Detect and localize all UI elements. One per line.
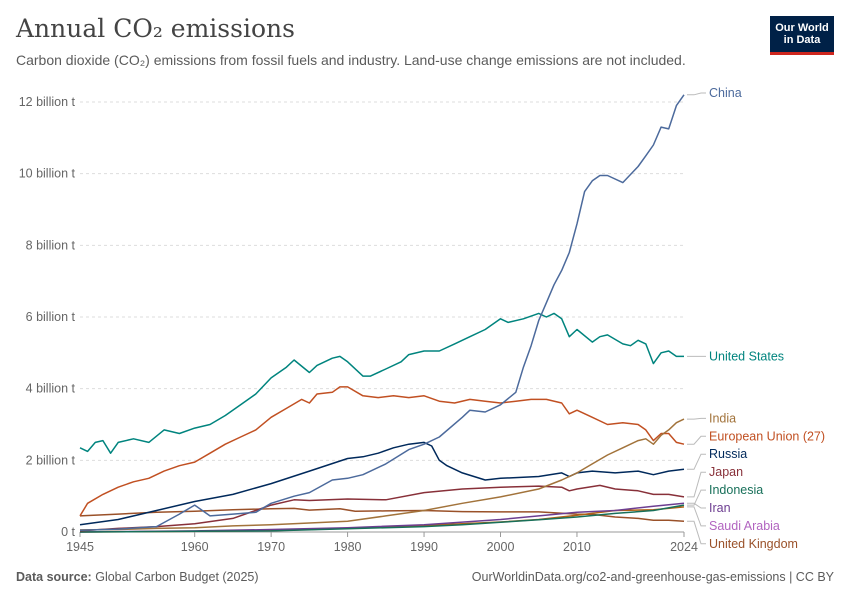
legend-label[interactable]: United States — [709, 349, 784, 363]
series-line-european-union-27[interactable] — [79, 386, 685, 517]
legend-label[interactable]: Iran — [709, 501, 731, 515]
data-source-label: Data source: — [16, 570, 92, 584]
series-layer — [79, 94, 685, 533]
series-line-russia[interactable] — [79, 441, 685, 526]
y-tick-label: 6 billion t — [26, 310, 76, 324]
source-url-link[interactable]: OurWorldinData.org/co2-and-greenhouse-ga… — [471, 570, 834, 584]
grid-layer — [80, 101, 684, 461]
x-tick-label: 2000 — [487, 540, 515, 554]
series-line-india[interactable] — [79, 418, 685, 531]
y-tick-label: 2 billion t — [26, 453, 76, 467]
legend-label[interactable]: Russia — [709, 447, 747, 461]
axis-layer: 0 t 2 billion t 4 billion t 6 billion t 8 bi… — [19, 95, 698, 554]
x-tick-label: 2024 — [670, 540, 698, 554]
x-tick-label: 1970 — [257, 540, 285, 554]
legend-leader-line — [687, 92, 706, 96]
series-line-united-kingdom[interactable] — [79, 507, 685, 523]
owid-logo[interactable]: Our World in Data — [770, 16, 834, 55]
x-tick-label: 1990 — [410, 540, 438, 554]
x-tick-label: 1945 — [66, 540, 94, 554]
logo-line-1: Our World — [775, 22, 829, 34]
line-chart: 0 t 2 billion t 4 billion t 6 billion t 8 bi… — [19, 86, 825, 554]
series-line-indonesia[interactable] — [79, 504, 685, 533]
y-tick-label: 12 billion t — [19, 95, 76, 109]
series-line-united-states[interactable] — [79, 312, 684, 454]
legend-label[interactable]: India — [709, 411, 736, 425]
legend-leader-line — [687, 502, 706, 509]
legend-leader-line — [687, 506, 706, 527]
legend-layer: China United States India European Union (2… — [687, 86, 825, 551]
legend-leader-line — [687, 453, 706, 470]
legend-label[interactable]: Saudi Arabia — [709, 519, 780, 533]
y-tick-label: 8 billion t — [26, 238, 76, 252]
chart-subtitle: Carbon dioxide (CO₂) emissions from foss… — [16, 52, 686, 68]
chart-title: Annual CO₂ emissions — [16, 14, 295, 43]
y-tick-label: 4 billion t — [26, 382, 76, 396]
legend-label[interactable]: China — [709, 86, 742, 100]
data-source: Data source: Global Carbon Budget (2025) — [16, 570, 259, 584]
legend-leader-line — [687, 520, 706, 545]
legend-leader-line — [687, 435, 706, 445]
legend-label[interactable]: Indonesia — [709, 483, 763, 497]
y-tick-label: 10 billion t — [19, 167, 76, 181]
data-source-text: Global Carbon Budget (2025) — [95, 570, 259, 584]
x-tick-label: 2010 — [563, 540, 591, 554]
legend-leader-line — [687, 471, 706, 498]
legend-leader-line — [687, 489, 706, 506]
legend-label[interactable]: Japan — [709, 465, 743, 479]
legend-leader-line — [687, 417, 706, 420]
x-tick-label: 1980 — [334, 540, 362, 554]
y-tick-label: 0 t — [61, 525, 75, 539]
series-line-china[interactable] — [79, 94, 685, 531]
series-line-japan[interactable] — [79, 484, 685, 532]
legend-label[interactable]: European Union (27) — [709, 429, 825, 443]
logo-line-2: in Data — [783, 34, 821, 46]
x-tick-label: 1960 — [181, 540, 209, 554]
legend-label[interactable]: United Kingdom — [709, 537, 798, 551]
series-line-iran[interactable] — [79, 502, 685, 533]
